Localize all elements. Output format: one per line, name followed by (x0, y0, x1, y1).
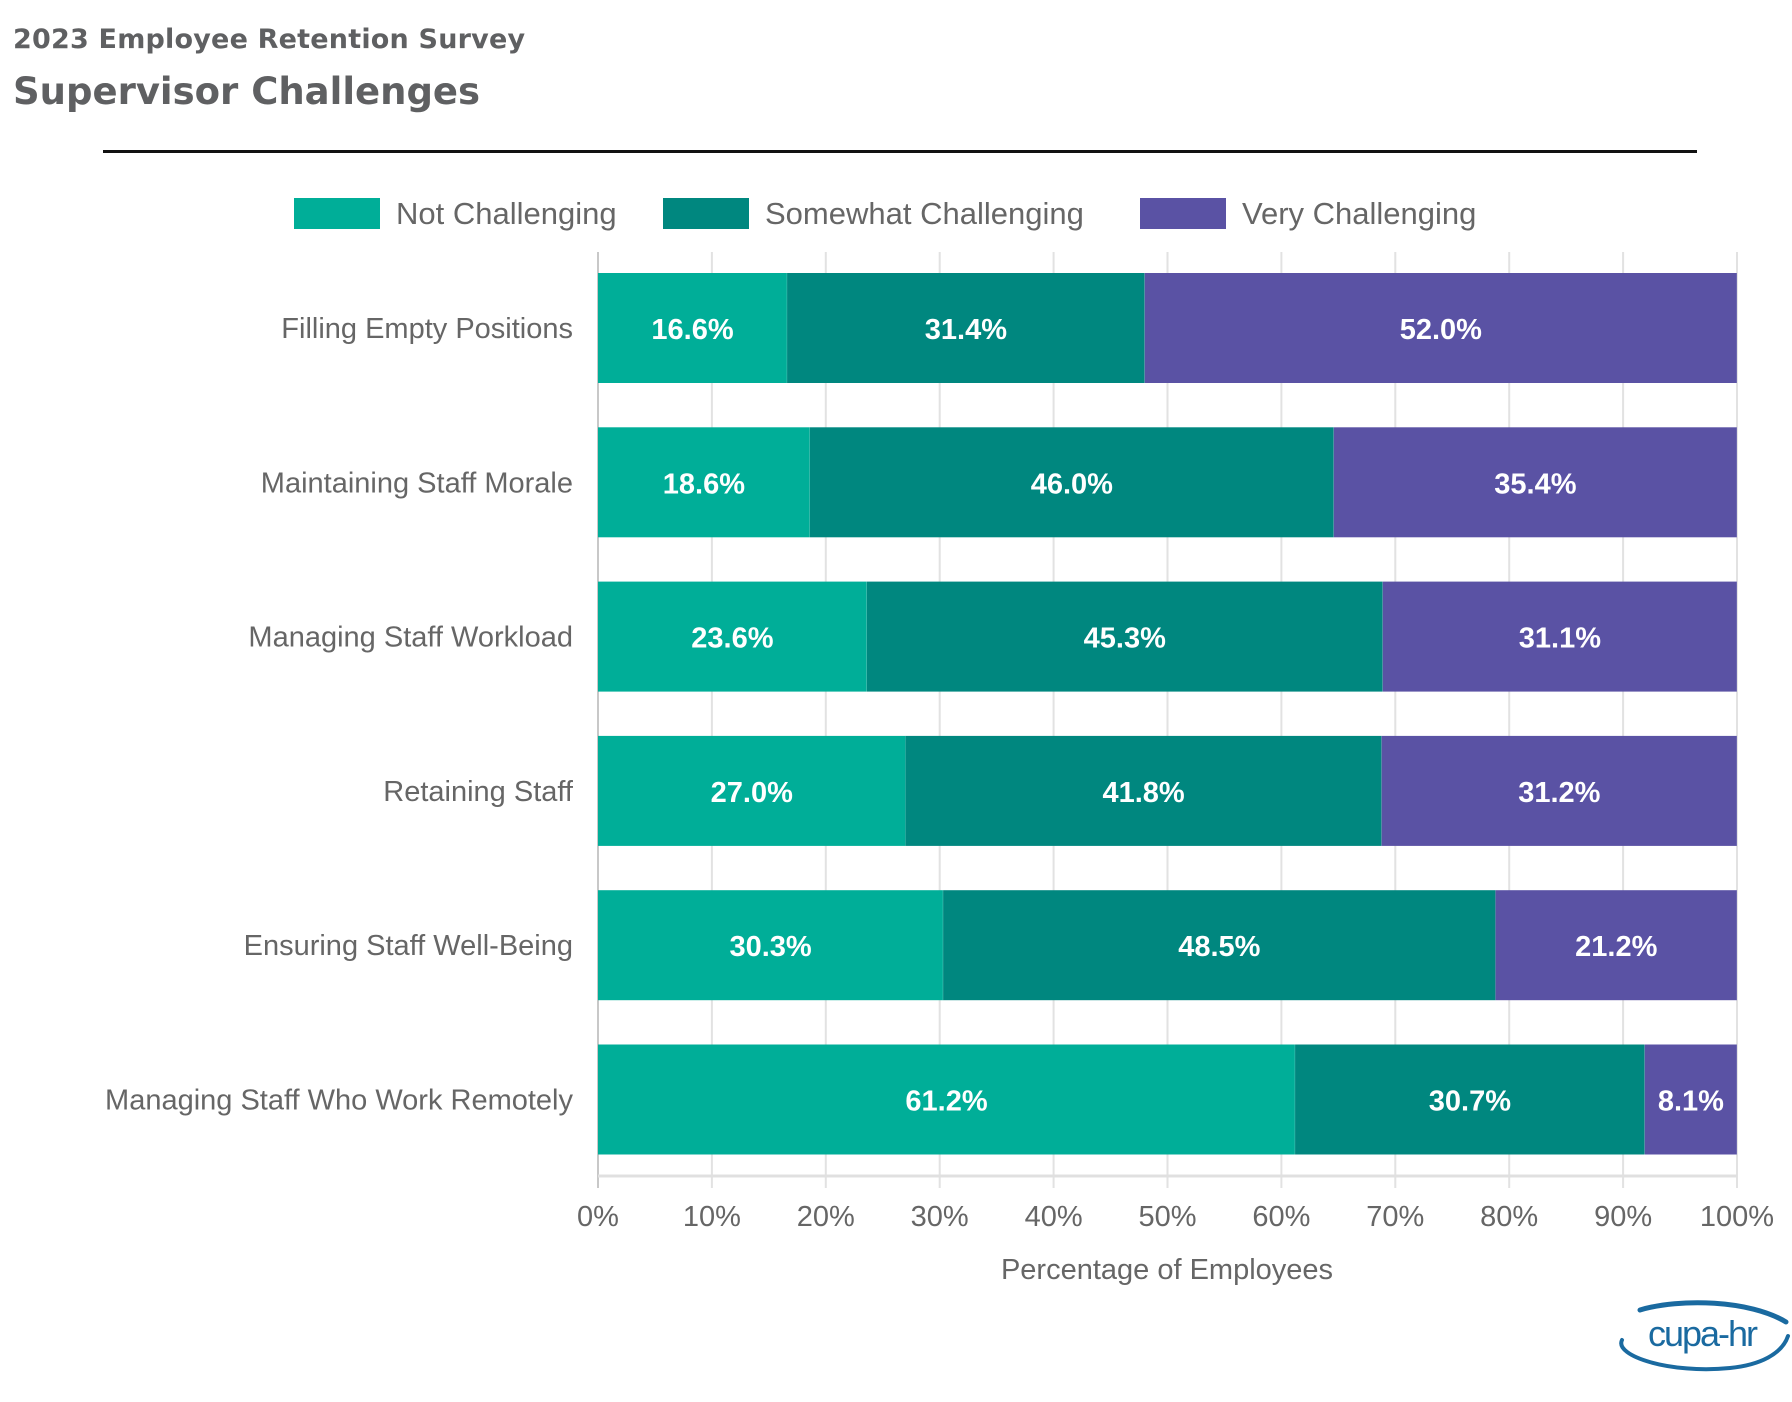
data-label: 41.8% (1102, 777, 1184, 809)
bar-segment (1381, 735, 1737, 846)
data-label: 46.0% (1031, 468, 1113, 500)
data-label: 30.7% (1429, 1086, 1511, 1118)
category-label: Filling Empty Positions (281, 313, 573, 345)
x-tick-label: 70% (1366, 1201, 1424, 1233)
bar-segment (787, 273, 1145, 383)
legend: Not Challenging Somewhat Challenging Very … (294, 196, 1476, 231)
bar-segment (1295, 1044, 1645, 1155)
bar-segment (598, 735, 906, 846)
logo-text: cupa-hr (1648, 1313, 1758, 1354)
x-axis-title: Percentage of Employees (1001, 1254, 1333, 1286)
bar-segment (866, 581, 1383, 692)
data-label: 23.6% (691, 623, 773, 655)
data-label: 16.6% (651, 314, 733, 346)
data-label: 61.2% (905, 1086, 987, 1118)
legend-swatch (1140, 198, 1226, 229)
data-label: 45.3% (1084, 623, 1166, 655)
bar-segment (598, 1044, 1296, 1155)
bar-segment (598, 890, 944, 1001)
legend-swatch (294, 198, 380, 229)
x-tick-label: 0% (577, 1201, 619, 1233)
bar-segment (598, 427, 810, 538)
bar-segment (1644, 1044, 1737, 1155)
x-tick-label: 40% (1025, 1201, 1083, 1233)
chart-title: Supervisor Challenges (13, 70, 481, 113)
data-label: 52.0% (1400, 314, 1482, 346)
x-tick-label: 50% (1138, 1201, 1196, 1233)
bar-segment (598, 273, 788, 383)
data-label: 27.0% (711, 777, 793, 809)
bar-segment (1495, 890, 1737, 1001)
bar-segment (905, 735, 1382, 846)
data-label: 48.5% (1178, 931, 1260, 963)
bars: 16.6% 31.4% 52.0% 18.6% 46.0% 35.4% 23.6% 45.3%… (598, 273, 1738, 1155)
data-label: 31.1% (1519, 623, 1601, 655)
data-label: 31.4% (925, 314, 1007, 346)
legend-label: Not Challenging (396, 196, 617, 231)
category-label: Retaining Staff (383, 776, 574, 808)
title-divider (103, 150, 1697, 153)
bar-segment (943, 890, 1496, 1001)
category-label: Managing Staff Who Work Remotely (105, 1085, 573, 1117)
bar-segment (1382, 581, 1737, 692)
bar-segment (1333, 427, 1737, 538)
data-label: 31.2% (1518, 777, 1600, 809)
x-tick-label: 30% (911, 1201, 969, 1233)
x-axis-ticks: 0% 10% 20% 30% 40% 50% 60% 70% 80% 90% 100% (577, 1201, 1774, 1233)
data-label: 35.4% (1494, 468, 1576, 500)
legend-swatch (663, 198, 749, 229)
x-tick-label: 60% (1252, 1201, 1310, 1233)
data-label: 18.6% (663, 468, 745, 500)
cupa-hr-logo: cupa-hr (1619, 1300, 1790, 1372)
gridlines (597, 252, 1738, 1188)
data-label: 30.3% (729, 931, 811, 963)
data-label: 8.1% (1658, 1086, 1724, 1118)
category-label: Managing Staff Workload (248, 622, 573, 654)
x-tick-label: 20% (797, 1201, 855, 1233)
x-tick-label: 80% (1480, 1201, 1538, 1233)
bar-segment (809, 427, 1334, 538)
category-label: Maintaining Staff Morale (261, 467, 573, 499)
data-label: 21.2% (1575, 931, 1657, 963)
x-tick-label: 90% (1594, 1201, 1652, 1233)
category-label: Ensuring Staff Well-Being (244, 930, 573, 962)
chart-supertitle: 2023 Employee Retention Survey (13, 24, 526, 55)
x-tick-label: 100% (1700, 1201, 1774, 1233)
y-axis-labels: Filling Empty Positions Maintaining Staff… (105, 313, 574, 1117)
legend-label: Somewhat Challenging (765, 196, 1084, 231)
bar-segment (1144, 273, 1737, 383)
bar-segment (598, 581, 867, 692)
legend-label: Very Challenging (1242, 196, 1476, 231)
x-tick-label: 10% (683, 1201, 741, 1233)
